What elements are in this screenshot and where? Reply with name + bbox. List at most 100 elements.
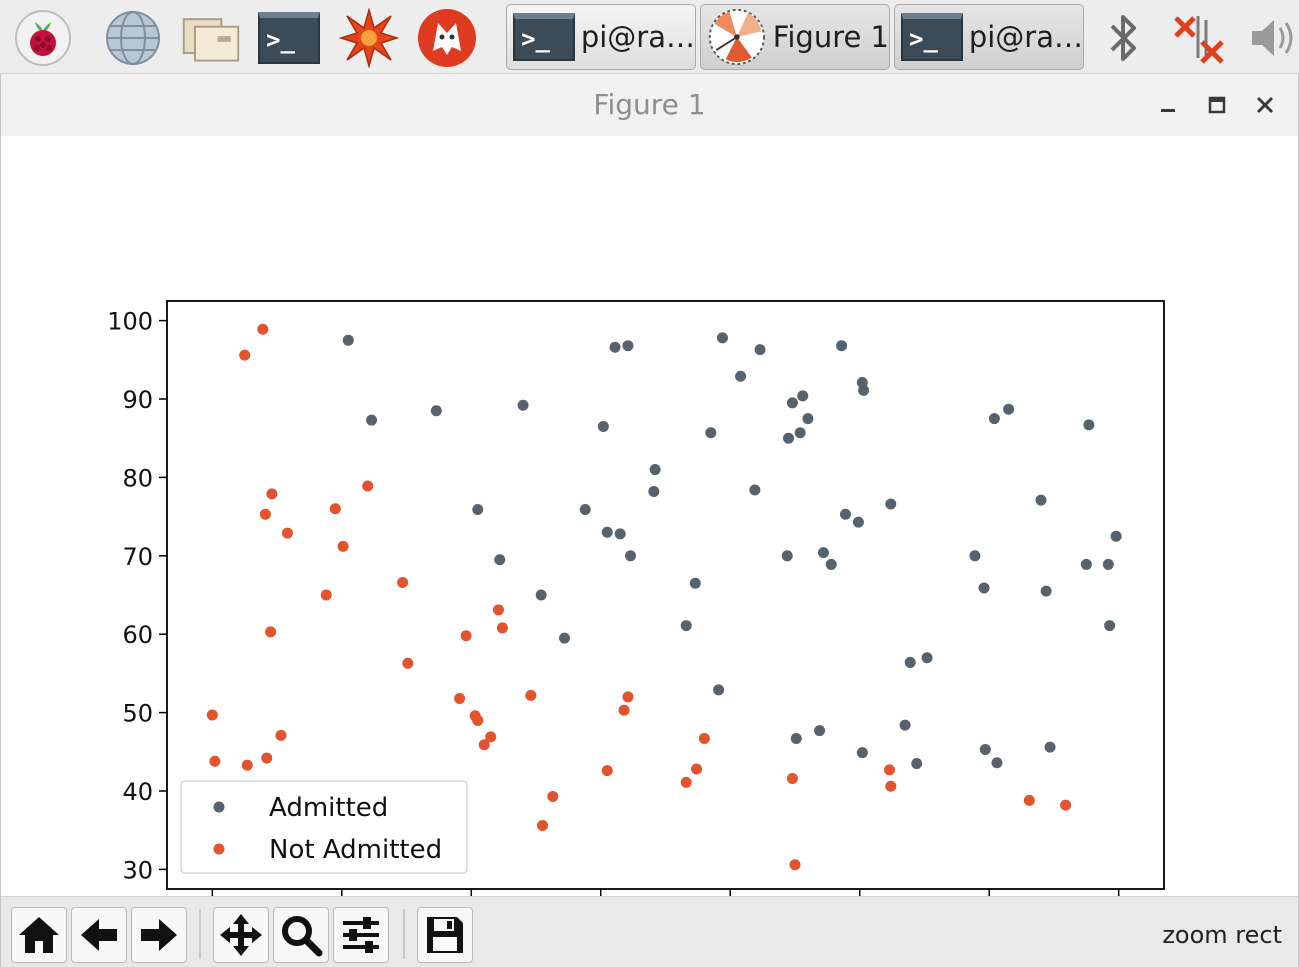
admitted-point [885, 498, 897, 510]
terminal-icon[interactable]: >_ [258, 8, 320, 68]
not-admitted-point [402, 657, 414, 669]
admitted-point [614, 528, 626, 540]
legend [180, 780, 468, 874]
not-admitted-point [885, 780, 897, 792]
forward-button[interactable] [131, 907, 187, 963]
close-icon [1256, 96, 1274, 114]
admitted-point [856, 747, 868, 759]
toolbar-separator [403, 909, 405, 959]
admitted-point [535, 589, 547, 601]
not-admitted-point [397, 576, 409, 588]
admitted-point [899, 719, 911, 731]
not-admitted-point [1023, 794, 1035, 806]
bluetooth-icon[interactable] [1098, 8, 1148, 68]
admitted-point [839, 508, 851, 520]
mathematica-icon[interactable] [338, 8, 400, 68]
not-admitted-point [884, 764, 896, 776]
y-tick-label: 70 [122, 543, 153, 571]
admitted-point [625, 550, 637, 562]
forward-icon [141, 919, 177, 951]
admitted-point [783, 432, 795, 444]
admitted-point [735, 370, 747, 382]
legend-label: Admitted [269, 793, 388, 823]
not-admitted-point [789, 859, 801, 871]
task-terminal-1[interactable]: >_ pi@ra… [506, 4, 696, 70]
admitted-point [1102, 558, 1114, 570]
not-admitted-point [485, 731, 497, 743]
admitted-point [622, 340, 634, 352]
admitted-point [689, 577, 701, 589]
admitted-point [648, 486, 660, 498]
admitted-point [1083, 419, 1095, 431]
title-bar[interactable]: Figure 1 [1, 74, 1298, 136]
legend-marker [213, 801, 225, 813]
not-admitted-point [472, 714, 484, 726]
home-icon [19, 917, 59, 953]
task-figure-1[interactable]: Figure 1 [700, 4, 890, 70]
maximize-button[interactable] [1200, 88, 1234, 122]
admitted-point [814, 725, 826, 737]
admitted-point [921, 652, 933, 664]
not-admitted-point [460, 630, 472, 642]
admitted-point [978, 582, 990, 594]
admitted-point [988, 413, 1000, 425]
network-disconnected-icon[interactable] [1168, 8, 1230, 68]
raspberry-menu-icon[interactable] [12, 8, 74, 68]
plot-canvas[interactable]: 3040506070809010030405060708090100Admitt… [1, 136, 1298, 896]
admitted-point [817, 547, 829, 559]
not-admitted-point [454, 692, 466, 704]
admitted-point [494, 554, 506, 566]
zoom-icon [282, 916, 323, 957]
admitted-point [991, 757, 1003, 769]
not-admitted-point [622, 691, 634, 703]
back-button[interactable] [71, 907, 127, 963]
status-message: zoom rect [1162, 921, 1282, 949]
y-tick-label: 80 [122, 464, 153, 492]
not-admitted-point [329, 503, 341, 515]
not-admitted-point [601, 765, 613, 777]
admitted-point [1035, 494, 1047, 506]
not-admitted-point [209, 755, 221, 767]
task-label: Figure 1 [772, 20, 889, 54]
admitted-point [680, 620, 692, 632]
task-terminal-2[interactable]: >_ pi@ra… [894, 4, 1084, 70]
close-button[interactable] [1248, 88, 1282, 122]
admitted-point [794, 427, 806, 439]
file-manager-icon[interactable] [180, 8, 242, 68]
admitted-point [579, 504, 591, 516]
back-icon [81, 919, 117, 951]
admitted-point [797, 390, 809, 402]
admitted-point [852, 516, 864, 528]
web-browser-icon[interactable] [102, 8, 164, 68]
admitted-point [1104, 620, 1116, 632]
home-button[interactable] [11, 907, 67, 963]
volume-icon[interactable] [1246, 8, 1298, 68]
configure-subplots-button[interactable] [333, 907, 389, 963]
admitted-point [1044, 741, 1056, 753]
not-admitted-point [261, 752, 273, 764]
admitted-point [1003, 403, 1015, 415]
y-tick-label: 30 [122, 856, 153, 884]
admitted-point [342, 334, 354, 346]
pan-button[interactable] [213, 907, 269, 963]
terminal-icon: >_ [901, 13, 963, 61]
not-admitted-point [698, 732, 710, 744]
wolfram-icon[interactable] [416, 8, 478, 68]
admitted-point [969, 550, 981, 562]
task-label: pi@ra… [968, 20, 1083, 54]
minimize-button[interactable] [1151, 88, 1185, 122]
not-admitted-point [1060, 799, 1072, 811]
save-button[interactable] [417, 907, 473, 963]
admitted-point [790, 732, 802, 744]
admitted-point [754, 344, 766, 356]
not-admitted-point [265, 626, 277, 638]
scatter-chart: 3040506070809010030405060708090100Admitt… [107, 300, 1165, 896]
legend-marker [213, 843, 225, 855]
toolbar-separator [199, 909, 201, 959]
not-admitted-point [281, 527, 293, 539]
save-icon [427, 917, 463, 953]
zoom-button[interactable] [273, 907, 329, 963]
admitted-point [781, 550, 793, 562]
admitted-point [979, 743, 991, 755]
